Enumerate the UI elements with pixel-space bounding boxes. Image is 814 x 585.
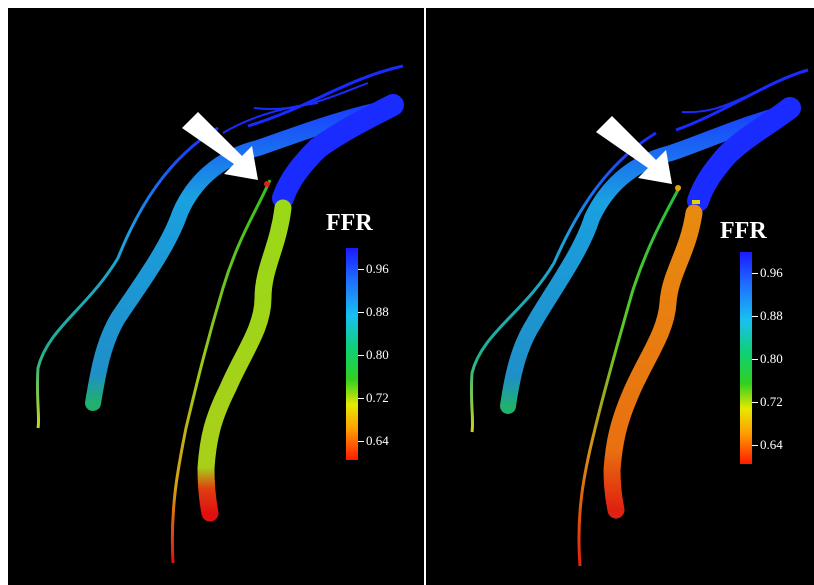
- colorbar: [740, 252, 752, 464]
- stenosis-marker-2: [692, 200, 700, 204]
- vessel-proximal: [687, 97, 801, 212]
- colorbar-tick: 0.96: [752, 265, 783, 280]
- colorbar-title: FFR: [720, 218, 767, 244]
- vessel-branch-top-2: [253, 82, 369, 110]
- vessel-main-left: [85, 100, 396, 411]
- arrow-icon: [596, 116, 672, 184]
- colorbar-title: FFR: [326, 210, 373, 236]
- arrow-icon: [182, 112, 258, 180]
- colorbar: [346, 248, 358, 460]
- vessel-branch-top-2: [681, 87, 767, 114]
- vessel-right-thick: [603, 204, 703, 519]
- colorbar-tick: 0.88: [752, 308, 783, 323]
- vessel-left-thin: [469, 131, 657, 433]
- page-margin: [0, 0, 8, 585]
- vessel-middle-thin: [577, 185, 682, 567]
- ffr-panel-left: FFR 0.96 0.88 0.80 0.72 0.64: [8, 8, 424, 585]
- colorbar-tick: 0.80: [752, 351, 783, 366]
- vessel-right-thick: [197, 199, 292, 522]
- colorbar-tick: 0.88: [358, 304, 389, 319]
- colorbar-tick: 0.72: [358, 390, 389, 405]
- colorbar-tick: 0.72: [752, 394, 783, 409]
- vessel-proximal: [272, 94, 404, 209]
- colorbar-tick: 0.96: [358, 261, 389, 276]
- coronary-tree-left: [35, 64, 404, 564]
- stenosis-marker: [675, 185, 681, 191]
- colorbar-tick: 0.64: [752, 437, 783, 452]
- vessel-left-thin: [35, 126, 219, 429]
- colorbar-tick: 0.64: [358, 433, 389, 448]
- vessel-branch-top-3: [222, 102, 319, 134]
- coronary-tree-right: [469, 68, 809, 567]
- vessel-main-left: [500, 105, 794, 414]
- vessel-middle-thin: [170, 179, 272, 564]
- stenosis-marker: [264, 181, 270, 187]
- colorbar-tick: 0.80: [358, 347, 389, 362]
- ffr-panel-right: FFR 0.96 0.88 0.80 0.72 0.64: [426, 8, 814, 585]
- vessel-branch-top: [247, 64, 404, 128]
